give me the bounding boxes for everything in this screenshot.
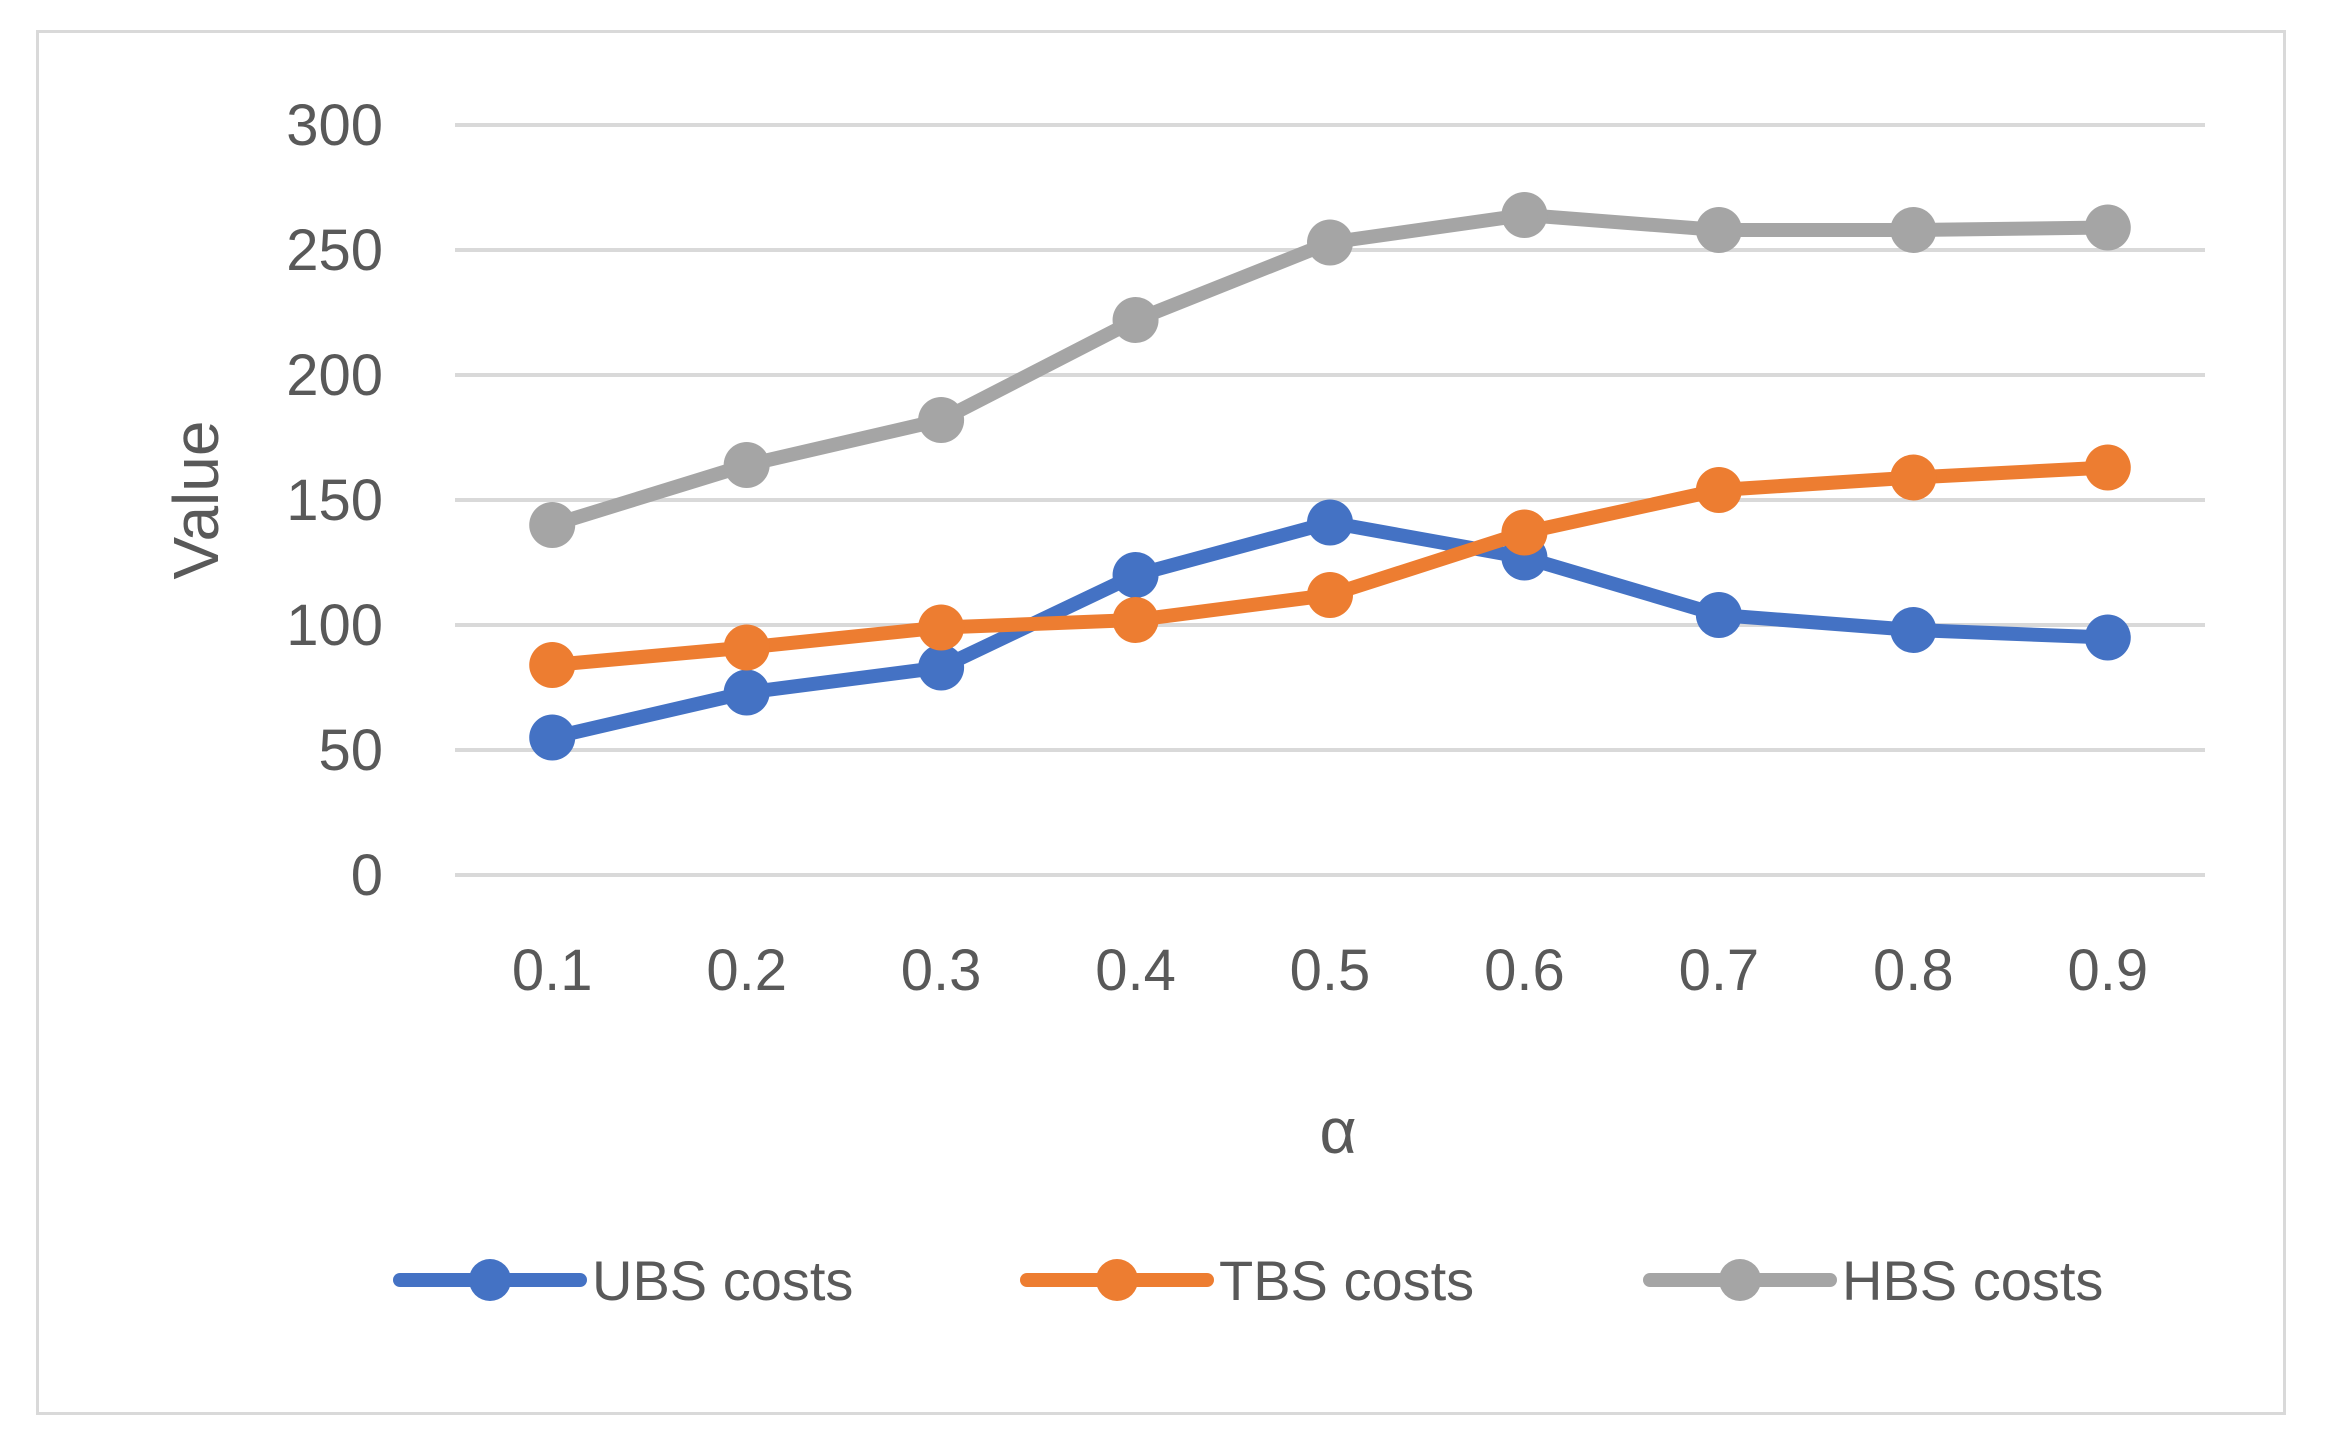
data-point	[529, 714, 576, 761]
legend-label: HBS costs	[1842, 1249, 2103, 1312]
data-point	[1501, 509, 1548, 556]
data-point	[1501, 192, 1548, 238]
y-tick-label: 300	[286, 93, 383, 158]
data-point	[529, 502, 576, 548]
legend-swatch-marker	[1719, 1259, 1761, 1301]
chart-frame	[36, 30, 2286, 1415]
x-axis-ticks: 0.1 0.2 0.3 0.4 0.5 0.6 0.7 0.8 0.9	[512, 938, 2148, 1003]
data-point	[918, 604, 965, 651]
series-lines	[529, 192, 2131, 761]
data-point	[1695, 467, 1742, 513]
x-tick-label: 0.9	[2067, 938, 2148, 1003]
x-tick-label: 0.4	[1095, 938, 1176, 1003]
legend-swatch-marker	[469, 1259, 511, 1301]
data-point	[1112, 297, 1159, 343]
data-point	[1112, 552, 1159, 598]
y-tick-label: 150	[286, 468, 383, 533]
x-tick-label: 0.7	[1679, 938, 1760, 1003]
legend-label: UBS costs	[592, 1249, 853, 1312]
x-tick-label: 0.3	[901, 938, 982, 1003]
legend-item: TBS costs	[1020, 1249, 1474, 1312]
y-axis-title: Value	[160, 421, 232, 580]
data-point	[918, 644, 965, 691]
legend-item: UBS costs	[393, 1249, 853, 1312]
series-line	[545, 515, 2115, 745]
x-tick-label: 0.2	[706, 938, 787, 1003]
y-tick-label: 50	[318, 718, 383, 783]
legend-swatch-marker	[1096, 1259, 1138, 1301]
y-tick-label: 100	[286, 593, 383, 658]
data-point	[918, 397, 965, 443]
x-axis-title: α	[1320, 1095, 1357, 1167]
y-tick-label: 250	[286, 218, 383, 283]
data-point	[1307, 572, 1353, 618]
series-hbs-costs	[529, 192, 2131, 548]
data-point	[1307, 219, 1353, 266]
series-tbs-costs	[529, 444, 2131, 688]
x-tick-label: 0.1	[512, 938, 593, 1003]
legend-item: HBS costs	[1643, 1249, 2103, 1312]
data-point	[1890, 207, 1937, 253]
legend: UBS costs TBS costs HBS costs	[393, 1249, 2103, 1312]
series-line	[545, 460, 2115, 672]
data-point	[1695, 592, 1742, 638]
data-point	[723, 669, 770, 716]
data-point	[1890, 454, 1937, 501]
data-point	[2084, 614, 2131, 661]
data-point	[1307, 499, 1353, 546]
data-point	[1890, 607, 1937, 653]
data-point	[1112, 597, 1159, 643]
y-tick-label: 0	[351, 843, 383, 908]
series-ubs-costs	[529, 499, 2131, 761]
x-tick-label: 0.8	[1873, 938, 1954, 1003]
x-tick-label: 0.6	[1484, 938, 1565, 1003]
data-point	[723, 442, 770, 488]
data-point	[1695, 207, 1742, 253]
data-point	[723, 624, 770, 671]
data-point	[2084, 444, 2131, 491]
legend-label: TBS costs	[1219, 1249, 1474, 1312]
data-point	[2084, 204, 2131, 251]
y-axis-ticks: 0 50 100 150 200 250 300	[286, 93, 383, 908]
y-tick-label: 200	[286, 343, 383, 408]
data-point	[529, 642, 576, 688]
x-tick-label: 0.5	[1290, 938, 1371, 1003]
